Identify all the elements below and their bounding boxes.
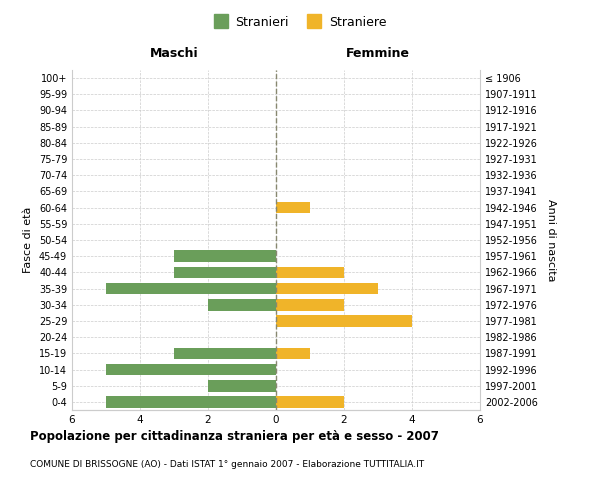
Text: Popolazione per cittadinanza straniera per età e sesso - 2007: Popolazione per cittadinanza straniera p… xyxy=(30,430,439,443)
Bar xyxy=(276,299,344,310)
Bar xyxy=(106,364,276,376)
Text: Femmine: Femmine xyxy=(346,47,410,60)
Text: COMUNE DI BRISSOGNE (AO) - Dati ISTAT 1° gennaio 2007 - Elaborazione TUTTITALIA.: COMUNE DI BRISSOGNE (AO) - Dati ISTAT 1°… xyxy=(30,460,424,469)
Y-axis label: Anni di nascita: Anni di nascita xyxy=(546,198,556,281)
Y-axis label: Fasce di età: Fasce di età xyxy=(23,207,33,273)
Bar xyxy=(276,202,310,213)
Bar xyxy=(174,266,276,278)
Text: Maschi: Maschi xyxy=(149,47,199,60)
Bar xyxy=(208,380,276,392)
Bar xyxy=(276,348,310,359)
Bar xyxy=(174,348,276,359)
Bar xyxy=(174,250,276,262)
Bar xyxy=(208,299,276,310)
Bar xyxy=(106,396,276,407)
Bar xyxy=(276,266,344,278)
Bar xyxy=(276,396,344,407)
Bar xyxy=(276,315,412,327)
Legend: Stranieri, Straniere: Stranieri, Straniere xyxy=(209,11,391,34)
Bar xyxy=(276,282,378,294)
Bar xyxy=(106,282,276,294)
